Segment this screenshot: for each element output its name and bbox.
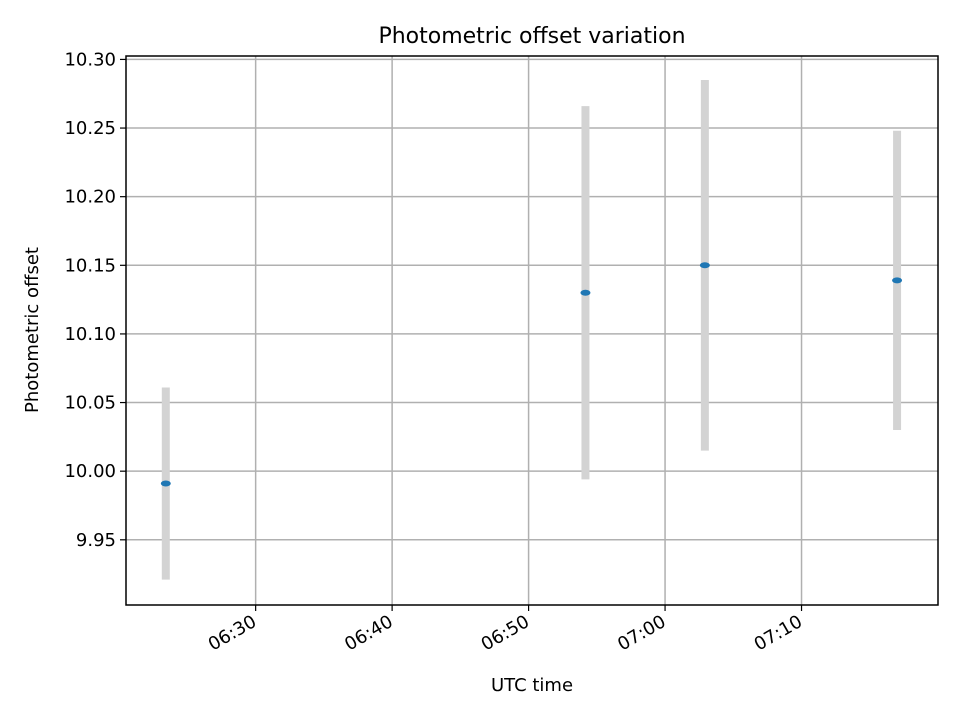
data-point: [892, 277, 903, 284]
data-point: [580, 289, 591, 296]
y-tick-label: 10.05: [64, 393, 116, 414]
grid: [126, 56, 938, 605]
plot-frame: [125, 55, 939, 606]
y-tick-label: 10.10: [64, 324, 116, 345]
y-axis-label: Photometric offset: [22, 247, 43, 413]
data-point: [699, 262, 710, 269]
y-tick-label: 10.25: [64, 118, 116, 139]
y-tick-label: 9.95: [76, 530, 116, 551]
data-points: [160, 262, 903, 487]
y-tick-label: 10.15: [64, 255, 116, 276]
y-tick-label: 10.30: [64, 49, 116, 70]
x-axis-label: UTC time: [491, 675, 573, 696]
chart-title: Photometric offset variation: [378, 24, 685, 49]
y-tick-label: 10.00: [64, 461, 116, 482]
data-point: [160, 480, 171, 487]
y-tick-label: 10.20: [64, 187, 116, 208]
